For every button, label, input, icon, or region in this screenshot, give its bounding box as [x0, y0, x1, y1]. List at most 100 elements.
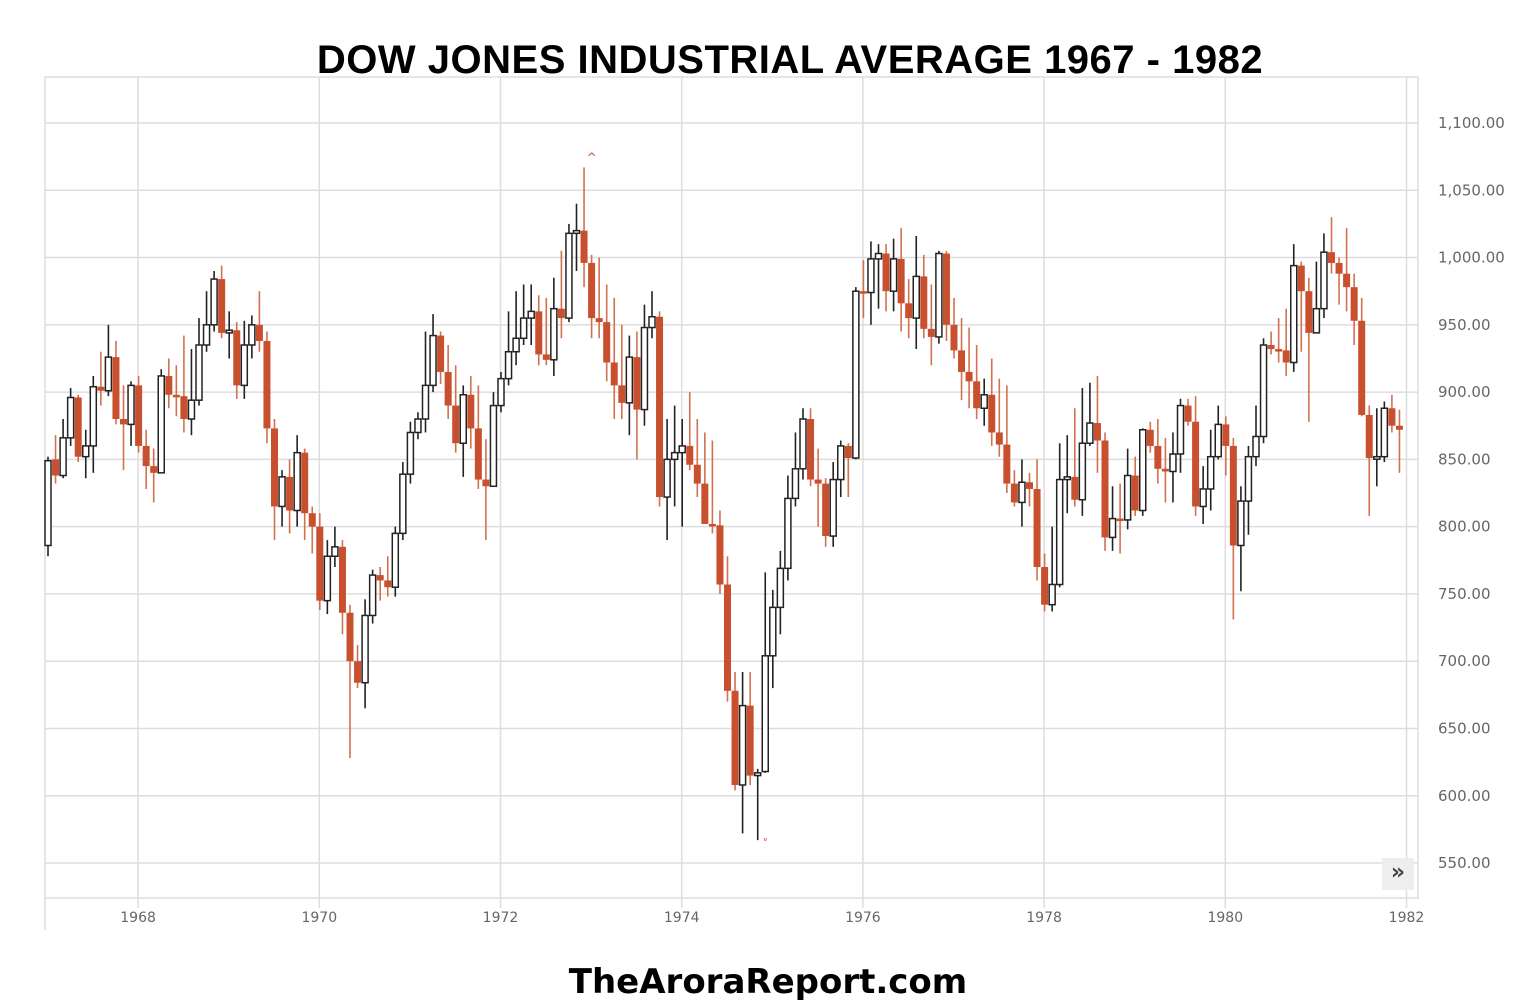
y-tick-label: 1,000.00: [1438, 249, 1505, 267]
candle-down: [1071, 408, 1079, 507]
candle-up: [361, 599, 369, 709]
candle-down: [1033, 459, 1041, 581]
candle-down: [1101, 432, 1109, 551]
candle-down: [950, 297, 958, 359]
candle-down: [603, 284, 611, 382]
candle-up: [391, 526, 400, 597]
candle-down: [74, 394, 82, 463]
candle-up: [867, 241, 875, 325]
candle-up: [293, 435, 301, 527]
candle-up: [225, 311, 233, 359]
candle-down: [1267, 331, 1275, 355]
candle-down: [973, 345, 981, 420]
candle-down: [927, 284, 935, 366]
footer-brand: TheAroraReport.com: [568, 962, 968, 1002]
candle-down: [1335, 257, 1343, 305]
candle-up: [202, 291, 211, 352]
grid-lines: [44, 76, 1419, 930]
candle-up: [89, 375, 98, 473]
x-tick-label: 1970: [301, 910, 337, 926]
candle-up: [874, 244, 883, 309]
x-tick-label: 1976: [845, 910, 881, 926]
candle-down: [142, 429, 150, 489]
candle-down: [1116, 483, 1124, 554]
candle-down: [686, 392, 694, 471]
candle-up: [1244, 445, 1253, 535]
scroll-right-button[interactable]: »: [1382, 858, 1414, 890]
candle-up: [331, 526, 339, 568]
candle-down: [618, 324, 626, 420]
candle-down: [482, 439, 490, 541]
candle-up: [1237, 486, 1245, 592]
annotations: ^˅: [587, 150, 769, 851]
candle-up: [791, 432, 800, 507]
candle-down: [595, 257, 603, 339]
candle-up: [497, 371, 505, 413]
candle-up: [670, 405, 679, 507]
candle-up: [248, 315, 256, 359]
y-tick-label: 550.00: [1438, 854, 1491, 872]
candle-down: [112, 340, 120, 425]
candle-down: [1192, 396, 1200, 516]
candle-up: [1048, 526, 1056, 612]
candle-down: [1026, 472, 1033, 507]
candle-down: [467, 375, 475, 449]
y-tick-label: 750.00: [1438, 585, 1491, 603]
candle-down: [1184, 398, 1192, 426]
candle-up: [769, 589, 777, 689]
candle-down: [1154, 419, 1162, 484]
y-tick-label: 900.00: [1438, 383, 1491, 401]
candle-down: [542, 297, 550, 366]
double-chevron-right-icon: »: [1390, 860, 1406, 885]
candle-down: [384, 556, 392, 597]
candle-up: [1252, 405, 1260, 467]
candle-up: [1123, 448, 1132, 530]
candle-down: [135, 375, 143, 453]
candle-up: [761, 572, 769, 773]
candle-down: [120, 385, 127, 471]
candle-down: [897, 227, 905, 332]
candle-up: [414, 412, 422, 440]
candle-up: [1199, 466, 1207, 524]
candle-up: [157, 369, 165, 474]
candle-up: [187, 349, 196, 436]
candle-down: [588, 254, 596, 339]
candle-down: [958, 318, 966, 401]
candle-up: [663, 419, 671, 541]
candle-down: [218, 265, 226, 339]
candle-up: [66, 388, 75, 446]
candle-down: [376, 567, 384, 601]
y-tick-label: 600.00: [1438, 787, 1491, 805]
candle-up: [1259, 338, 1268, 444]
candle-down: [1388, 394, 1396, 433]
candle-down: [859, 260, 867, 319]
candle-up: [1320, 233, 1328, 319]
candle-down: [822, 478, 830, 547]
candle-down: [1365, 405, 1373, 516]
candle-down: [233, 322, 241, 399]
candle-up: [1380, 401, 1389, 463]
candle-up: [753, 768, 762, 841]
candle-up: [429, 314, 437, 393]
candle-up: [323, 540, 332, 615]
candle-down: [580, 167, 588, 288]
candle-up: [852, 287, 860, 460]
y-tick-label: 800.00: [1438, 518, 1491, 536]
candle-down: [701, 432, 709, 524]
candle-down: [965, 327, 973, 409]
candle-down: [437, 331, 445, 385]
candle-up: [1078, 388, 1087, 516]
candle-down: [346, 604, 354, 759]
candle-down: [308, 506, 316, 554]
candle-down: [1222, 416, 1230, 476]
candle-up: [799, 408, 807, 480]
candle-down: [180, 335, 188, 433]
candle-down: [557, 250, 565, 339]
candle-down: [844, 443, 852, 498]
candle-up: [368, 569, 377, 624]
candle-up: [1290, 244, 1298, 372]
candle-down: [807, 408, 815, 487]
candle-up: [1055, 443, 1064, 588]
candle-down: [1229, 437, 1237, 620]
candle-down: [255, 291, 263, 352]
